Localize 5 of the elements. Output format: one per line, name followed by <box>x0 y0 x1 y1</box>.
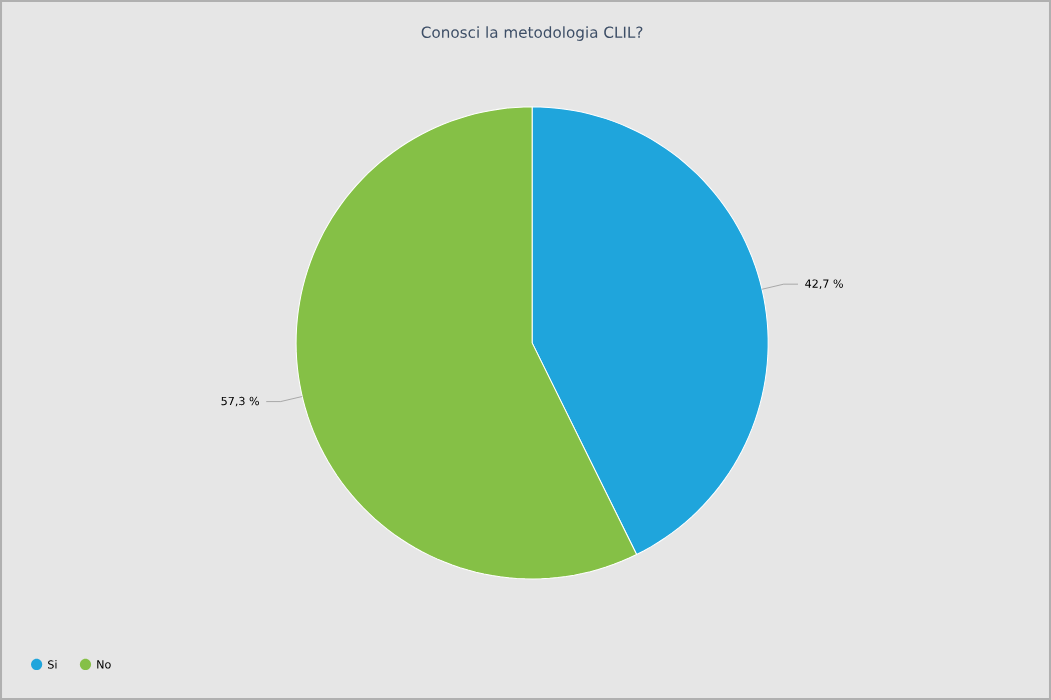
legend-label: Si <box>48 660 57 669</box>
legend-label: No <box>97 660 111 669</box>
data-label: 57,3 % <box>221 396 259 407</box>
chart-title: Conosci la metodologia CLIL? <box>421 26 643 41</box>
data-label: 42,7 % <box>805 279 843 289</box>
